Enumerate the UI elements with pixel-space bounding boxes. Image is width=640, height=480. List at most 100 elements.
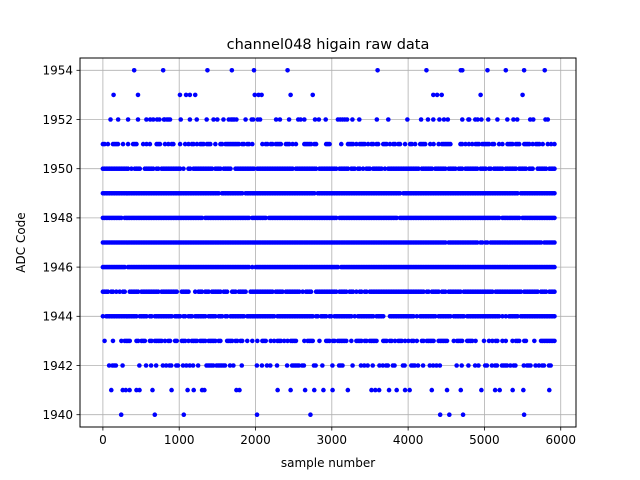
data-point <box>492 387 498 393</box>
data-point <box>548 141 554 147</box>
data-point <box>385 363 391 368</box>
data-point <box>349 338 354 344</box>
data-point <box>484 363 490 368</box>
data-point <box>241 314 247 319</box>
data-point <box>275 387 280 393</box>
data-point <box>268 338 274 344</box>
data-point <box>385 117 391 122</box>
data-point <box>117 289 122 295</box>
data-point <box>206 289 211 295</box>
data-point <box>497 387 502 393</box>
data-point <box>177 166 183 171</box>
data-point <box>518 289 524 295</box>
data-point <box>301 363 307 368</box>
data-point <box>224 314 230 319</box>
data-point <box>174 289 180 295</box>
data-point <box>316 117 322 122</box>
data-point <box>191 141 196 147</box>
data-point <box>149 338 154 344</box>
y-axis-label: ADC Code <box>14 212 28 272</box>
data-point <box>459 166 465 171</box>
data-point <box>243 289 248 295</box>
data-point <box>552 141 557 147</box>
data-point <box>514 117 520 122</box>
data-point <box>356 117 362 122</box>
data-point <box>120 141 126 147</box>
data-point <box>186 141 191 147</box>
data-point <box>476 363 481 368</box>
data-point <box>177 314 183 319</box>
data-point <box>122 289 128 295</box>
y-tick-label: 1946 <box>42 260 73 274</box>
data-point <box>199 289 205 295</box>
data-point <box>485 117 491 122</box>
data-point <box>357 166 363 171</box>
data-point <box>453 166 458 171</box>
y-tick-label: 1950 <box>42 162 73 176</box>
data-point <box>459 338 465 344</box>
data-point <box>496 215 502 221</box>
data-point <box>389 338 394 344</box>
data-point <box>412 363 417 368</box>
data-point <box>552 314 557 319</box>
data-point <box>182 141 188 147</box>
data-point <box>481 338 487 344</box>
data-point <box>459 141 465 147</box>
data-point <box>148 363 154 368</box>
data-point <box>437 117 442 122</box>
data-point <box>332 338 337 344</box>
data-point <box>490 338 495 344</box>
data-point <box>144 117 149 122</box>
data-point <box>118 412 124 418</box>
data-point <box>552 289 557 295</box>
data-point <box>327 338 332 344</box>
data-point <box>100 314 106 319</box>
data-point <box>496 141 502 147</box>
data-point <box>516 338 522 344</box>
x-axis-ticks: 0 1000 2000 3000 4000 5000 6000 <box>99 427 576 447</box>
data-point <box>344 338 349 344</box>
data-point <box>412 141 418 147</box>
data-point <box>543 289 549 295</box>
data-point <box>402 363 407 368</box>
data-point <box>510 338 515 344</box>
data-point <box>125 117 131 122</box>
data-point <box>202 338 208 344</box>
data-point <box>434 92 440 98</box>
data-point <box>137 166 143 171</box>
data-point <box>157 141 163 147</box>
data-point <box>246 215 252 221</box>
data-point <box>407 387 412 393</box>
data-point <box>358 363 364 368</box>
data-point <box>540 141 546 147</box>
data-point <box>153 363 159 368</box>
data-point <box>312 117 318 122</box>
data-point <box>317 338 322 344</box>
data-point <box>135 92 141 98</box>
data-point <box>135 289 141 295</box>
data-point <box>229 68 235 73</box>
data-point <box>399 338 405 344</box>
data-point <box>187 166 193 171</box>
data-point <box>273 117 279 122</box>
data-point <box>310 314 316 319</box>
data-point <box>418 117 424 122</box>
data-point <box>352 166 358 171</box>
data-point <box>521 387 526 393</box>
data-point <box>392 363 397 368</box>
data-point <box>298 117 303 122</box>
data-point <box>231 363 236 368</box>
data-point <box>171 141 176 147</box>
data-point <box>105 289 111 295</box>
data-point <box>460 117 465 122</box>
data-point <box>234 338 240 344</box>
data-point <box>274 363 280 368</box>
data-point <box>416 166 421 171</box>
data-point <box>219 314 225 319</box>
data-point <box>263 338 269 344</box>
data-point <box>218 166 223 171</box>
data-point <box>180 363 186 368</box>
data-point <box>541 363 547 368</box>
data-point <box>406 338 411 344</box>
data-point <box>297 289 302 295</box>
